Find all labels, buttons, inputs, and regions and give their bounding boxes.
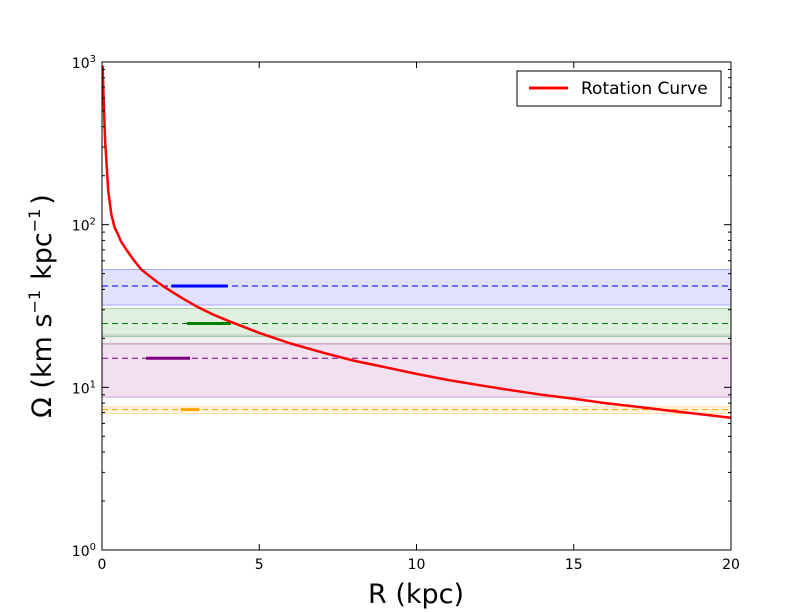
y-axis-label-main: Ω (km s (27, 314, 58, 418)
orange-band-fill (102, 406, 731, 414)
y-tick-exponent: 3 (90, 54, 96, 65)
x-tick-label: 20 (722, 557, 740, 573)
y-axis-label-mid: kpc (27, 232, 58, 280)
x-axis-label: R (kpc) (368, 579, 464, 610)
band-layer (102, 269, 731, 415)
series-line-rotation-curve (102, 65, 731, 420)
y-tick-exponent: 1 (90, 379, 96, 390)
y-tick-base: 10 (72, 219, 90, 235)
curve-layer (102, 65, 731, 420)
y-tick-exponent: 2 (90, 217, 96, 228)
y-tick-label: 101 (72, 379, 96, 397)
y-tick-label: 100 (72, 542, 96, 560)
x-tick-label: 5 (255, 557, 264, 573)
y-tick-label: 103 (72, 54, 96, 72)
purple-band-fill (102, 343, 731, 398)
y-axis-label-exp2: −1 (25, 209, 44, 233)
legend-label-rotation-curve: Rotation Curve (581, 79, 708, 99)
y-tick-base: 10 (72, 544, 90, 560)
y-axis-label-exp1: −1 (25, 290, 44, 314)
y-tick-base: 10 (72, 381, 90, 397)
y-axis-label-close: ) (27, 194, 58, 205)
y-axis-label: Ω (km s−1kpc−1) (25, 194, 58, 418)
x-tick-label: 10 (408, 557, 426, 573)
x-tick-label: 0 (98, 557, 107, 573)
plot-frame (101, 61, 732, 551)
x-tick-label: 15 (565, 557, 583, 573)
legend: Rotation Curve (516, 70, 722, 107)
gray-band-fill (102, 334, 731, 344)
y-tick-exponent: 0 (90, 542, 96, 553)
y-tick-base: 10 (72, 56, 90, 72)
y-tick-label: 102 (72, 217, 96, 235)
